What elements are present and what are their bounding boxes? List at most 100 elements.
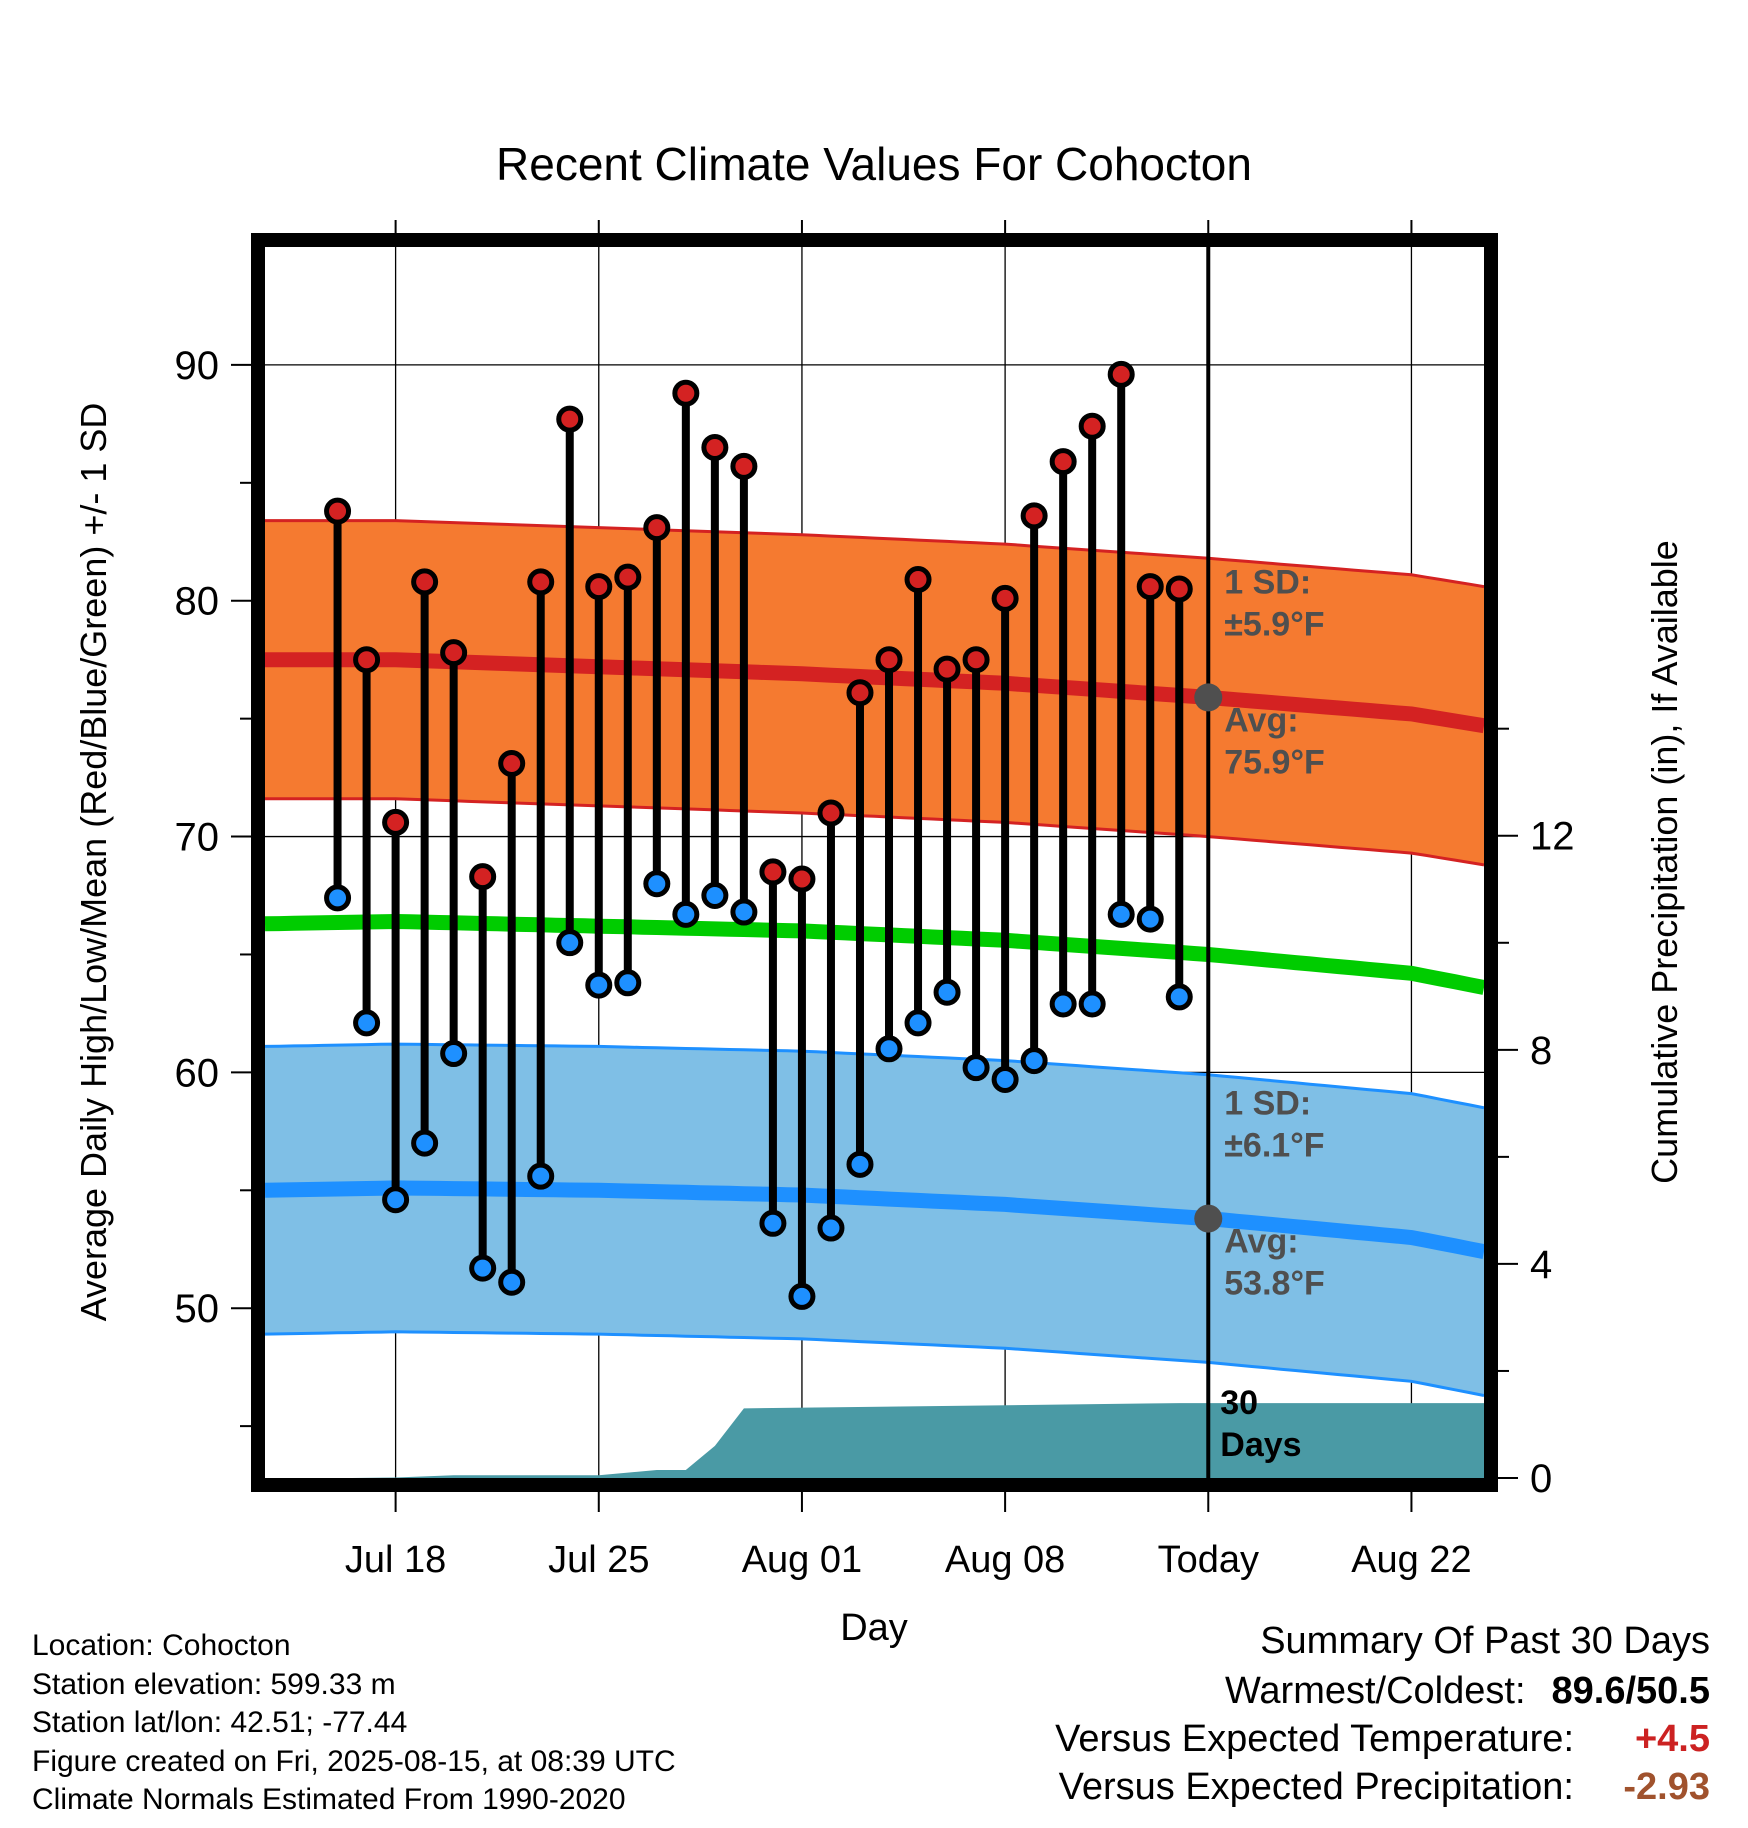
daily-low-point (817, 1214, 845, 1242)
daily-stems (324, 360, 1193, 1310)
axes: 50 60 70 80 90 0 4 8 12 Jul 18 Jul 25 Aug 01 Aug 08 T… (175, 220, 1575, 1581)
x-tick-label: Aug 08 (945, 1539, 1065, 1581)
daily-high-point (614, 563, 642, 591)
normal-high-line (265, 652, 1484, 734)
daily-high-point (1107, 360, 1135, 388)
daily-high-point (875, 646, 903, 674)
normal-lines (265, 652, 1484, 1259)
x-tick-label: Jul 18 (345, 1539, 446, 1581)
station-info: Location: Cohocton Station elevation: 59… (32, 1627, 676, 1820)
daily-low-point (1020, 1047, 1048, 1075)
daily-high-point (382, 808, 410, 836)
high-avg-label: Avg: (1224, 701, 1298, 739)
period-label-line1: 30 (1220, 1384, 1258, 1422)
daily-low-point (1107, 900, 1135, 928)
high-sd-upper-line (265, 519, 1484, 589)
x-tick-label: Aug 01 (742, 1539, 862, 1581)
x-axis-label: Day (840, 1607, 908, 1649)
daily-high-point (759, 858, 787, 886)
annotations: 1 SD: ±5.9°F Avg: 75.9°F 1 SD: ±6.1°F Avg: 53.8… (1220, 563, 1325, 1464)
daily-high-point (962, 646, 990, 674)
x-tick-label: Jul 25 (548, 1539, 649, 1581)
daily-low-point (324, 884, 352, 912)
daily-high-point (411, 568, 439, 596)
y2-tick-label: 8 (1530, 1029, 1552, 1073)
daily-high-point (730, 452, 758, 480)
daily-low-point (875, 1035, 903, 1063)
daily-low-point (382, 1186, 410, 1214)
temp-label: Versus Expected Temperature: (1055, 1718, 1574, 1760)
temp-value: +4.5 (1634, 1718, 1710, 1760)
latlon-text: Station lat/lon: 42.51; -77.44 (32, 1706, 408, 1739)
created-text: Figure created on Fri, 2025-08-15, at 08… (32, 1744, 676, 1778)
daily-low-point (991, 1065, 1019, 1093)
low-sd-lower-line (265, 1330, 1484, 1397)
y-axis-label: Average Daily High/Low/Mean (Red/Blue/Gr… (73, 403, 114, 1322)
daily-high-point (904, 566, 932, 594)
daily-low-point (846, 1150, 874, 1178)
y-tick-label: 90 (175, 344, 220, 388)
daily-high-point (991, 584, 1019, 612)
daily-low-point (614, 969, 642, 997)
daily-high-point (933, 655, 961, 683)
chart-title: Recent Climate Values For Cohocton (496, 138, 1252, 190)
precip-cumulative-area (265, 1403, 1484, 1478)
normal-mean-line (265, 913, 1484, 995)
warmest-label: Warmest/Coldest: (1224, 1670, 1526, 1712)
daily-low-point (440, 1040, 468, 1068)
low-avg-label: Avg: (1224, 1223, 1298, 1261)
summary-precip-row: Versus Expected Precipitation: -2.93 (1055, 1763, 1710, 1811)
daily-low-point (353, 1009, 381, 1037)
daily-low-point (498, 1268, 526, 1296)
daily-high-point (527, 568, 555, 596)
daily-high-point (643, 514, 671, 542)
daily-low-point (411, 1129, 439, 1157)
precip-value: -2.93 (1623, 1766, 1710, 1808)
daily-high-point (788, 865, 816, 893)
warmest-value: 89.6/50.5 (1551, 1670, 1710, 1712)
plot-border (251, 233, 1498, 1492)
precip-label: Versus Expected Precipitation: (1058, 1766, 1574, 1808)
high-sd-label: 1 SD: (1224, 563, 1311, 601)
daily-high-point (1136, 573, 1164, 601)
daily-low-point (1049, 990, 1077, 1018)
today-marker (1194, 247, 1223, 1478)
high-sd-lower-line (265, 797, 1484, 867)
low-avg-value: 53.8°F (1224, 1265, 1325, 1303)
daily-high-point (469, 863, 497, 891)
daily-high-point (846, 679, 874, 707)
daily-high-point (1020, 502, 1048, 530)
y-tick-label: 80 (175, 580, 220, 624)
low-sd-band (265, 1044, 1484, 1396)
y2-axis-label: Cumulative Precipitation (in), If Availa… (1644, 540, 1685, 1184)
high-avg-value: 75.9°F (1224, 743, 1325, 781)
normals-text: Climate Normals Estimated From 1990-2020 (32, 1783, 626, 1816)
daily-low-point (1136, 905, 1164, 933)
summary-panel: Summary Of Past 30 Days Warmest/Coldest:… (1055, 1615, 1710, 1811)
y-tick-label: 50 (175, 1287, 220, 1331)
daily-low-point (962, 1054, 990, 1082)
daily-high-point (585, 573, 613, 601)
daily-high-point (353, 646, 381, 674)
y2-tick-label: 12 (1530, 815, 1575, 859)
x-tick-label: Aug 22 (1351, 1539, 1471, 1581)
summary-warmest-row: Warmest/Coldest: 89.6/50.5 (1055, 1667, 1710, 1715)
daily-high-point (324, 497, 352, 525)
daily-low-point (933, 978, 961, 1006)
y2-tick-label: 0 (1530, 1457, 1552, 1501)
daily-low-point (672, 900, 700, 928)
today-low-avg-dot (1194, 1204, 1223, 1233)
daily-low-point (556, 929, 584, 957)
daily-high-point (701, 433, 729, 461)
low-sd-value: ±6.1°F (1224, 1127, 1324, 1165)
daily-low-point (585, 971, 613, 999)
daily-low-point (1078, 990, 1106, 1018)
daily-low-point (527, 1162, 555, 1190)
daily-high-point (1165, 575, 1193, 603)
today-high-avg-dot (1194, 683, 1223, 712)
y2-tick-label: 4 (1530, 1243, 1552, 1287)
daily-low-point (1165, 983, 1193, 1011)
daily-high-point (817, 799, 845, 827)
daily-low-point (759, 1209, 787, 1237)
normal-low-line (265, 1180, 1484, 1259)
